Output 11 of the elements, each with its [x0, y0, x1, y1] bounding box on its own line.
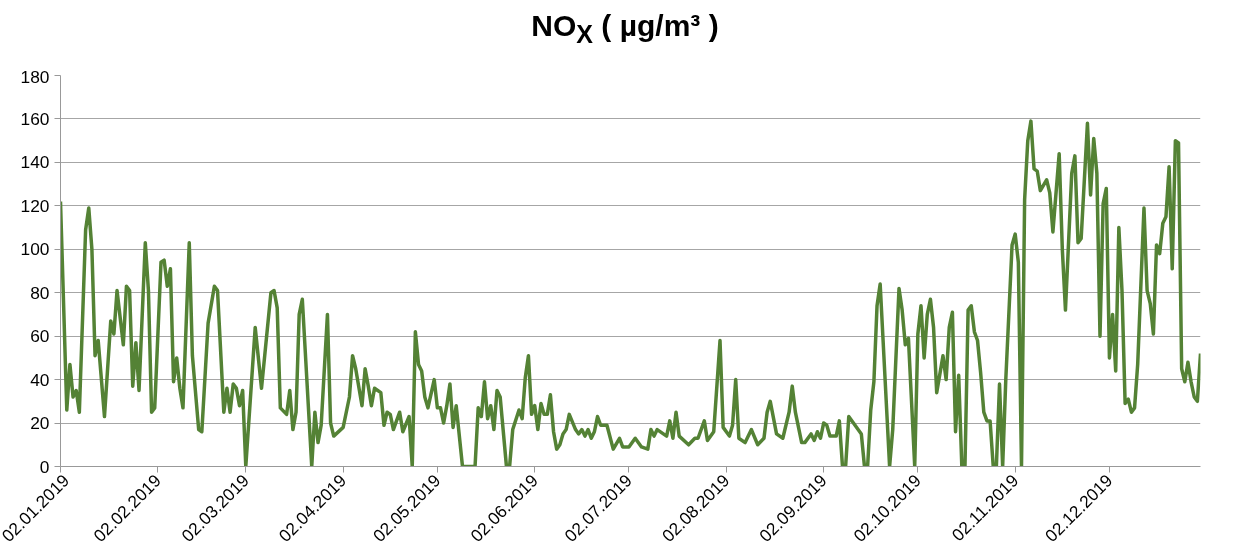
y-tick-label: 20 — [30, 413, 50, 434]
y-tick-label: 100 — [20, 239, 50, 260]
y-tick-label: 180 — [20, 66, 50, 87]
y-tick-label: 120 — [20, 195, 50, 216]
y-tick-label: 0 — [39, 456, 50, 477]
y-tick-label: 160 — [20, 108, 50, 129]
y-tick-label: 140 — [20, 152, 50, 173]
y-tick-label: 40 — [30, 369, 50, 390]
chart-title: NO$_{X}$ ( µg/m³ ) — [530, 8, 720, 50]
y-tick-label: 80 — [30, 282, 50, 303]
y-tick-label: 60 — [30, 326, 50, 347]
